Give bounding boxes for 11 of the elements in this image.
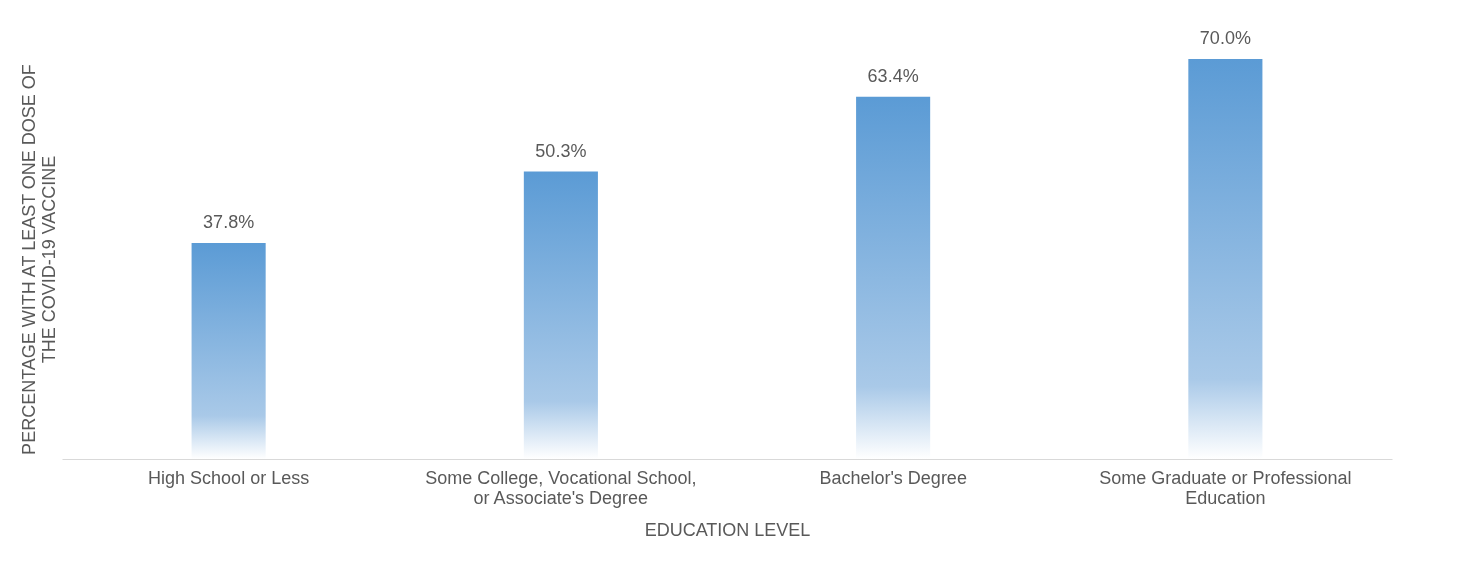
x-tick-label: Some Graduate or Professional Education bbox=[1099, 467, 1352, 508]
x-tick-label: Some College, Vocational School, or Associate's Degree bbox=[425, 467, 697, 508]
y-axis-title: PERCENTAGE WITH AT LEAST ONE DOSE OF THE COVID-19 VACCINE bbox=[18, 64, 59, 455]
x-tick-label: Bachelor's Degree bbox=[819, 467, 967, 488]
x-tick-label: High School or Less bbox=[148, 467, 310, 488]
bar bbox=[191, 243, 266, 459]
data-label: 63.4% bbox=[867, 65, 919, 86]
data-label: 37.8% bbox=[203, 212, 255, 232]
data-label: 70.0% bbox=[1199, 28, 1251, 48]
data-label: 50.3% bbox=[535, 140, 587, 161]
x-axis-title: EDUCATION LEVEL bbox=[644, 519, 811, 540]
